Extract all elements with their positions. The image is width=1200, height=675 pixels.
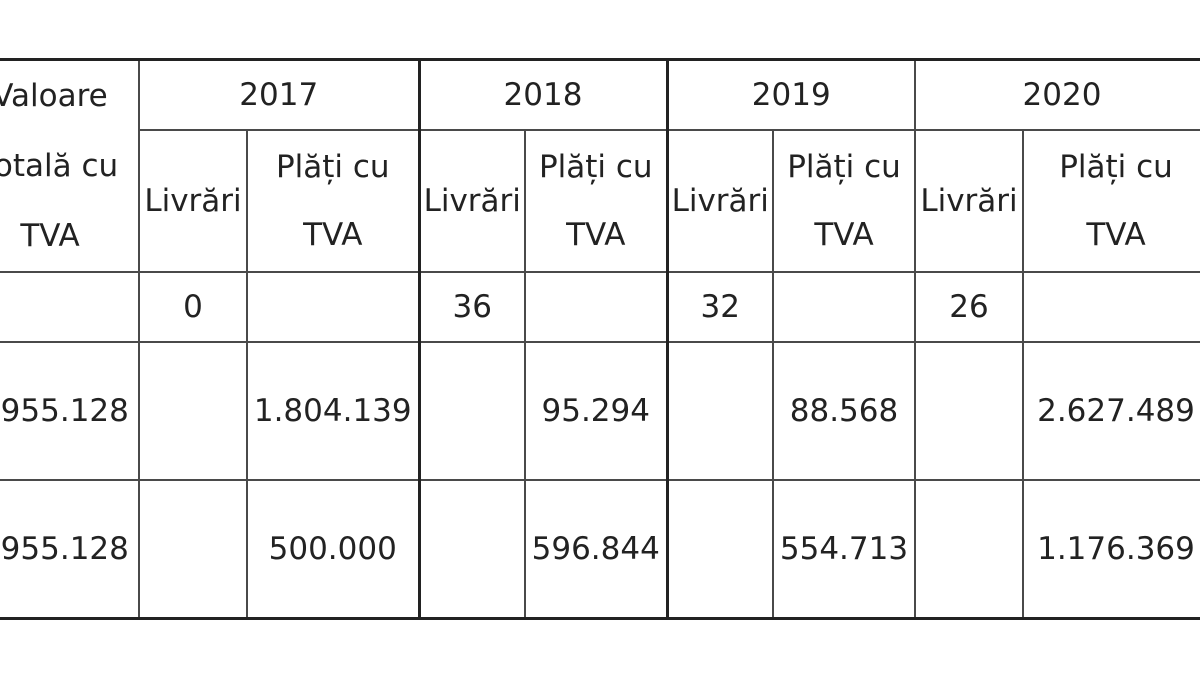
table-row: 1.955.128 500.000 596.844 554.713 1.176.… [0,479,1200,620]
table-row: 1.955.128 1.804.139 95.294 88.568 2.627.… [0,341,1200,481]
subheader-vat-payments-line-2: TVA [566,217,626,254]
data-table-wrapper: Valoare totală cu TVA 2017 2018 2019 202… [0,58,1200,620]
vat-payments-cell-2017 [246,271,420,343]
subheader-deliveries-2020: Livrări [914,129,1024,273]
subheader-vat-payments-line-2: TVA [1086,217,1146,254]
total-cell: 1.955.128 [0,479,140,620]
subheader-vat-payments-2018: Plăți cu TVA [524,129,668,273]
deliveries-cell-2019 [665,341,774,481]
total-value-header-line-1: Valoare [0,78,108,114]
subheader-deliveries-2019: Livrări [665,129,774,273]
deliveries-cell-2020 [914,341,1024,481]
year-header-2020: 2020 [914,58,1200,132]
subheader-vat-payments-line-2: TVA [814,217,874,254]
vat-payments-cell-2019: 88.568 [772,341,916,481]
deliveries-cell-2018 [417,341,526,481]
vat-payments-cell-2019: 554.713 [772,479,916,620]
vat-payments-cell-2018: 95.294 [524,341,668,481]
deliveries-cell-2019: 32 [665,271,774,343]
subheader-vat-payments-line-1: Plăți cu [787,149,901,186]
vat-payments-cell-2018: 596.844 [524,479,668,620]
vat-payments-cell-2020: 1.176.369 [1022,479,1200,620]
vat-payments-cell-2020 [1022,271,1200,343]
deliveries-cell-2017 [138,341,248,481]
subheader-vat-payments-line-1: Plăți cu [1059,149,1173,186]
subheader-vat-payments-2017: Plăți cu TVA [246,129,420,273]
subheader-deliveries-2017: Livrări [138,129,248,273]
total-value-header-line-3: TVA [20,218,80,254]
year-header-2019: 2019 [665,58,916,132]
vat-payments-cell-2017: 1.804.139 [246,341,420,481]
total-cell [0,271,140,343]
deliveries-cell-2019 [665,479,774,620]
total-cell: 1.955.128 [0,341,140,481]
subheader-vat-payments-line-2: TVA [303,217,363,254]
vat-payments-cell-2018 [524,271,668,343]
year-header-2017: 2017 [138,58,420,132]
year-header-2018: 2018 [417,58,668,132]
vat-payments-cell-2019 [772,271,916,343]
subheader-vat-payments-line-1: Plăți cu [275,149,390,186]
table-row: 0 36 32 26 [0,271,1200,343]
subheader-deliveries-2018: Livrări [417,129,526,273]
deliveries-cell-2018: 36 [417,271,526,343]
subheader-vat-payments-2020: Plăți cu TVA [1022,129,1200,273]
deliveries-cell-2017 [138,479,248,620]
deliveries-cell-2020 [914,479,1024,620]
total-value-header: Valoare totală cu TVA [0,58,140,273]
deliveries-cell-2020: 26 [914,271,1024,343]
subheader-vat-payments-line-1: Plăți cu [538,149,653,186]
deliveries-cell-2018 [417,479,526,620]
total-value-header-line-2: totală cu [0,148,119,184]
subheader-vat-payments-2019: Plăți cu TVA [772,129,916,273]
vat-payments-cell-2017: 500.000 [246,479,420,620]
header-row-subcolumns: Livrări Plăți cu TVA Livrări Plăți cu TV… [0,129,1200,273]
vat-payments-table: Valoare totală cu TVA 2017 2018 2019 202… [0,58,1200,620]
header-row-years: Valoare totală cu TVA 2017 2018 2019 202… [0,58,1200,273]
deliveries-cell-2017: 0 [138,271,248,343]
vat-payments-cell-2020: 2.627.489 [1022,341,1200,481]
